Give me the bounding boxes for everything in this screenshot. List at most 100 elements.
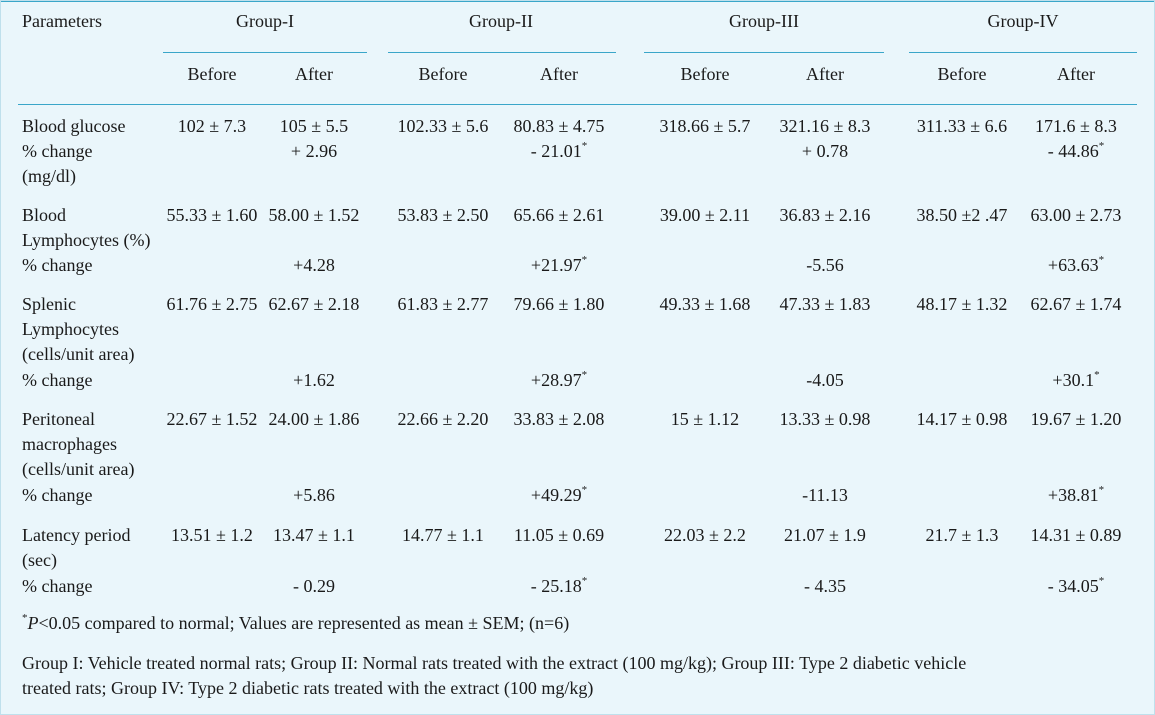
group-3-underline: [644, 52, 884, 53]
cell-value: 11.05 ± 0.69: [513, 525, 605, 545]
percent-change: - 25.18*: [530, 575, 588, 597]
row-label-line: % change: [22, 255, 93, 275]
cell-value: 53.83 ± 2.50: [397, 205, 489, 225]
percent-change: + 2.96: [290, 141, 338, 161]
cell-value: 105 ± 5.5: [279, 116, 349, 136]
cell-value: 318.66 ± 5.7: [659, 116, 751, 136]
cell-value: 22.67 ± 1.52: [166, 409, 258, 429]
row-label-line: Blood: [22, 205, 67, 225]
percent-change: + 0.78: [801, 141, 849, 161]
cell-value: 14.77 ± 1.1: [402, 525, 484, 545]
cell-value: 62.67 ± 2.18: [268, 294, 360, 314]
row-label-line: % change: [22, 485, 93, 505]
row-label-line: (sec): [22, 550, 57, 570]
cell-value: 19.67 ± 1.20: [1030, 409, 1122, 429]
row-label-line: Peritoneal: [22, 409, 95, 429]
after-header: After: [540, 64, 578, 84]
cell-value: 61.83 ± 2.77: [397, 294, 489, 314]
cell-value: 15 ± 1.12: [670, 409, 740, 429]
percent-change: +49.29*: [530, 484, 588, 506]
cell-value: 14.17 ± 0.98: [916, 409, 1008, 429]
group-3-header: Group-III: [729, 11, 799, 31]
before-header: Before: [187, 64, 237, 84]
cell-value: 24.00 ± 1.86: [268, 409, 360, 429]
cell-value: 63.00 ± 2.73: [1030, 205, 1122, 225]
before-header: Before: [937, 64, 987, 84]
row-label-line: (mg/dl): [22, 166, 76, 186]
group-4-header: Group-IV: [987, 11, 1059, 31]
cell-value: 80.83 ± 4.75: [513, 116, 605, 136]
row-label-line: macrophages: [22, 434, 117, 454]
row-label-line: Latency period: [22, 525, 131, 545]
cell-value: 102 ± 7.3: [177, 116, 247, 136]
cell-value: 22.66 ± 2.20: [397, 409, 489, 429]
significance-mark: *: [581, 369, 588, 381]
percent-change: +38.81*: [1047, 484, 1105, 506]
cell-value: 13.51 ± 1.2: [171, 525, 253, 545]
after-header: After: [806, 64, 844, 84]
cell-value: 62.67 ± 1.74: [1030, 294, 1122, 314]
group-1-underline: [163, 52, 367, 53]
cell-value: 171.6 ± 8.3: [1035, 116, 1117, 136]
group-1-header: Group-I: [236, 11, 294, 31]
percent-change: +63.63*: [1047, 254, 1105, 276]
cell-value: 33.83 ± 2.08: [513, 409, 605, 429]
percent-change: +21.97*: [530, 254, 588, 276]
group-2-underline: [388, 52, 616, 53]
significance-mark: *: [581, 575, 588, 587]
cell-value: 61.76 ± 2.75: [166, 294, 258, 314]
row-label-line: Splenic: [22, 294, 76, 314]
cell-value: 49.33 ± 1.68: [659, 294, 751, 314]
after-header: After: [295, 64, 333, 84]
cell-value: 65.66 ± 2.61: [513, 205, 605, 225]
percent-change: +30.1*: [1052, 369, 1100, 391]
significance-mark: *: [1098, 484, 1105, 496]
table-top-rule: [0, 0, 1155, 2]
parameters-header: Parameters: [22, 11, 102, 31]
row-label-line: Blood glucose: [22, 116, 126, 136]
row-label-line: Lymphocytes: [22, 319, 119, 339]
before-header: Before: [418, 64, 468, 84]
percent-change: -5.56: [806, 255, 844, 275]
footnote-star: *: [22, 612, 28, 624]
group-legend-line-2: treated rats; Group IV: Type 2 diabetic …: [22, 678, 594, 698]
percent-change: - 0.29: [293, 576, 335, 596]
row-label-line: (cells/unit area): [22, 344, 135, 364]
percent-change: - 44.86*: [1047, 140, 1105, 162]
significance-footnote: *P<0.05 compared to normal; Values are r…: [22, 611, 1132, 635]
cell-value: 48.17 ± 1.32: [916, 294, 1008, 314]
percent-change: +28.97*: [530, 369, 588, 391]
group-2-header: Group-II: [469, 11, 533, 31]
significance-mark: *: [581, 484, 588, 496]
header-bottom-rule: [18, 104, 1137, 105]
after-header: After: [1057, 64, 1095, 84]
cell-value: 22.03 ± 2.2: [664, 525, 746, 545]
percent-change: -11.13: [802, 485, 848, 505]
group-4-underline: [909, 52, 1137, 53]
significance-mark: *: [1094, 369, 1100, 381]
cell-value: 321.16 ± 8.3: [779, 116, 871, 136]
cell-value: 39.00 ± 2.11: [659, 205, 751, 225]
row-label-line: (cells/unit area): [22, 459, 135, 479]
cell-value: 55.33 ± 1.60: [166, 205, 258, 225]
row-label-line: % change: [22, 576, 93, 596]
row-label-line: % change: [22, 370, 93, 390]
cell-value: 21.7 ± 1.3: [925, 525, 999, 545]
cell-value: 38.50 ±2 .47: [916, 205, 1008, 225]
cell-value: 102.33 ± 5.6: [397, 116, 489, 136]
cell-value: 13.33 ± 0.98: [779, 409, 871, 429]
percent-change: -4.05: [806, 370, 844, 390]
cell-value: 14.31 ± 0.89: [1030, 525, 1122, 545]
significance-mark: *: [1098, 575, 1105, 587]
percent-change: - 34.05*: [1047, 575, 1105, 597]
cell-value: 13.47 ± 1.1: [273, 525, 355, 545]
cell-value: 36.83 ± 2.16: [779, 205, 871, 225]
cell-value: 79.66 ± 1.80: [513, 294, 605, 314]
before-header: Before: [680, 64, 730, 84]
cell-value: 21.07 ± 1.9: [784, 525, 866, 545]
significance-mark: *: [581, 140, 588, 152]
footnote-text: <0.05 compared to normal; Values are rep…: [38, 613, 570, 633]
percent-change: +1.62: [293, 370, 335, 390]
